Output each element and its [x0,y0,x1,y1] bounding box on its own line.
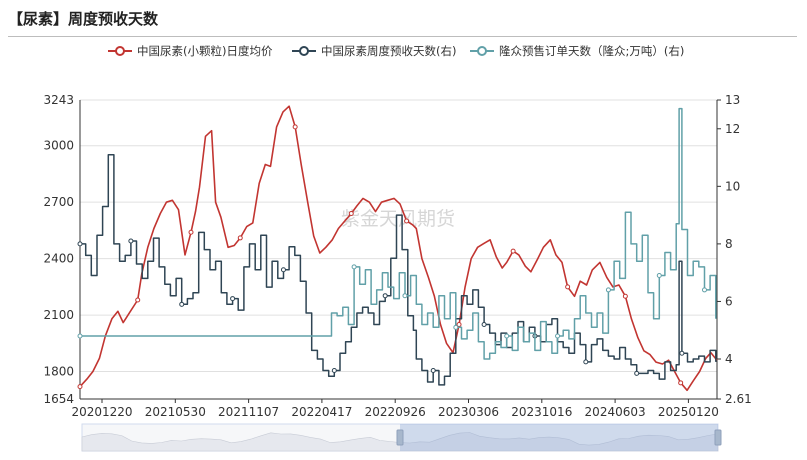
series-point [128,238,134,244]
series-point [382,293,388,299]
legend-label: 隆众预售订单天数（隆众;万吨）(右) [499,44,684,58]
series-point [678,380,684,386]
y-left-tick-label: 3000 [43,139,74,153]
watermark: 紫金天风期货 [341,208,455,230]
y-left-tick-label: 1800 [43,365,74,379]
slider-preview-area [81,432,719,452]
legend-item-2[interactable]: 中国尿素周度预收天数(右) [292,44,456,58]
series-point [402,293,408,299]
series-point [135,297,141,303]
y-right-tick-label: 10 [725,179,740,193]
x-tick-label: 20230306 [438,405,499,419]
legend-item-3[interactable]: 隆众预售订单天数（隆众;万吨）(右) [470,44,684,58]
y-right-tick-label: 6 [725,294,733,308]
legend-label: 中国尿素(小颗粒)日度均价 [137,44,273,58]
y-left-tick-label: 3243 [43,93,74,107]
title-divider [8,36,797,37]
series-point [622,293,628,299]
series-point [331,368,337,374]
series-point [456,321,462,327]
series-point [280,267,286,273]
series-point [634,370,640,376]
x-tick-label: 20220926 [365,405,426,419]
x-tick-label: 20220417 [291,405,352,419]
series-line-3 [80,107,717,360]
slider-handle-right[interactable] [714,429,722,446]
grid-lines [80,99,717,400]
series-point [77,384,83,390]
legend-item-1[interactable]: 中国尿素(小颗粒)日度均价 [108,44,273,58]
x-tick-label: 20231016 [511,405,572,419]
y-right-tick-label: 13 [725,93,740,107]
x-tick-label: 20240603 [585,405,646,419]
x-tick-label: 20201220 [71,405,132,419]
axes: 3243 3000 2700 2400 2100 1800 1654 13 12 10 8 6 4 2.6… [43,93,751,419]
series-point [230,296,236,302]
page-title: 【尿素】周度预收天数 [8,10,159,28]
y-right-tick-label: 12 [725,122,740,136]
legend: 中国尿素(小颗粒)日度均价 中国尿素周度预收天数(右) 隆众预售订单天数（隆众;万吨… [108,44,684,58]
y-right-tick-label: 2.61 [725,392,752,406]
series-point [583,359,589,365]
series-point [679,350,685,356]
series-point [188,229,194,235]
series-point [348,210,354,216]
series-point [565,284,571,290]
series-line-2 [80,153,717,386]
series-point [656,273,662,279]
legend-swatch-marker [299,46,309,56]
series-point [510,248,516,254]
series-point [481,321,487,327]
slider-window [400,424,718,451]
series-point [504,333,510,339]
series-point [77,241,83,247]
y-right-tick-label: 4 [725,352,733,366]
series-point [351,264,357,270]
y-left-tick-label: 1654 [43,392,74,406]
x-tick-label: 20211107 [218,405,279,419]
y-left-tick-label: 2100 [43,308,74,322]
legend-label: 中国尿素周度预收天数(右) [321,44,456,58]
series-point [605,287,611,293]
series-point [179,301,185,307]
slider-handle-left[interactable] [396,429,404,446]
series-point [77,333,83,339]
datazoom-slider[interactable] [81,423,722,452]
series-point [237,235,243,241]
series-point [701,287,707,293]
y-right-tick-label: 8 [725,237,733,251]
x-tick-label: 20210530 [145,405,206,419]
series-line-1 [79,105,718,392]
x-tick-label: 20250120 [658,405,719,419]
legend-swatch-marker [115,46,125,56]
series-point [555,333,561,339]
series-layer [77,105,718,392]
series-point [292,124,298,130]
series-point [453,324,459,330]
legend-swatch-marker [477,46,487,56]
series-point [430,368,436,374]
series-point [404,218,410,224]
y-left-tick-label: 2400 [43,252,74,266]
y-left-tick-label: 2700 [43,195,74,209]
